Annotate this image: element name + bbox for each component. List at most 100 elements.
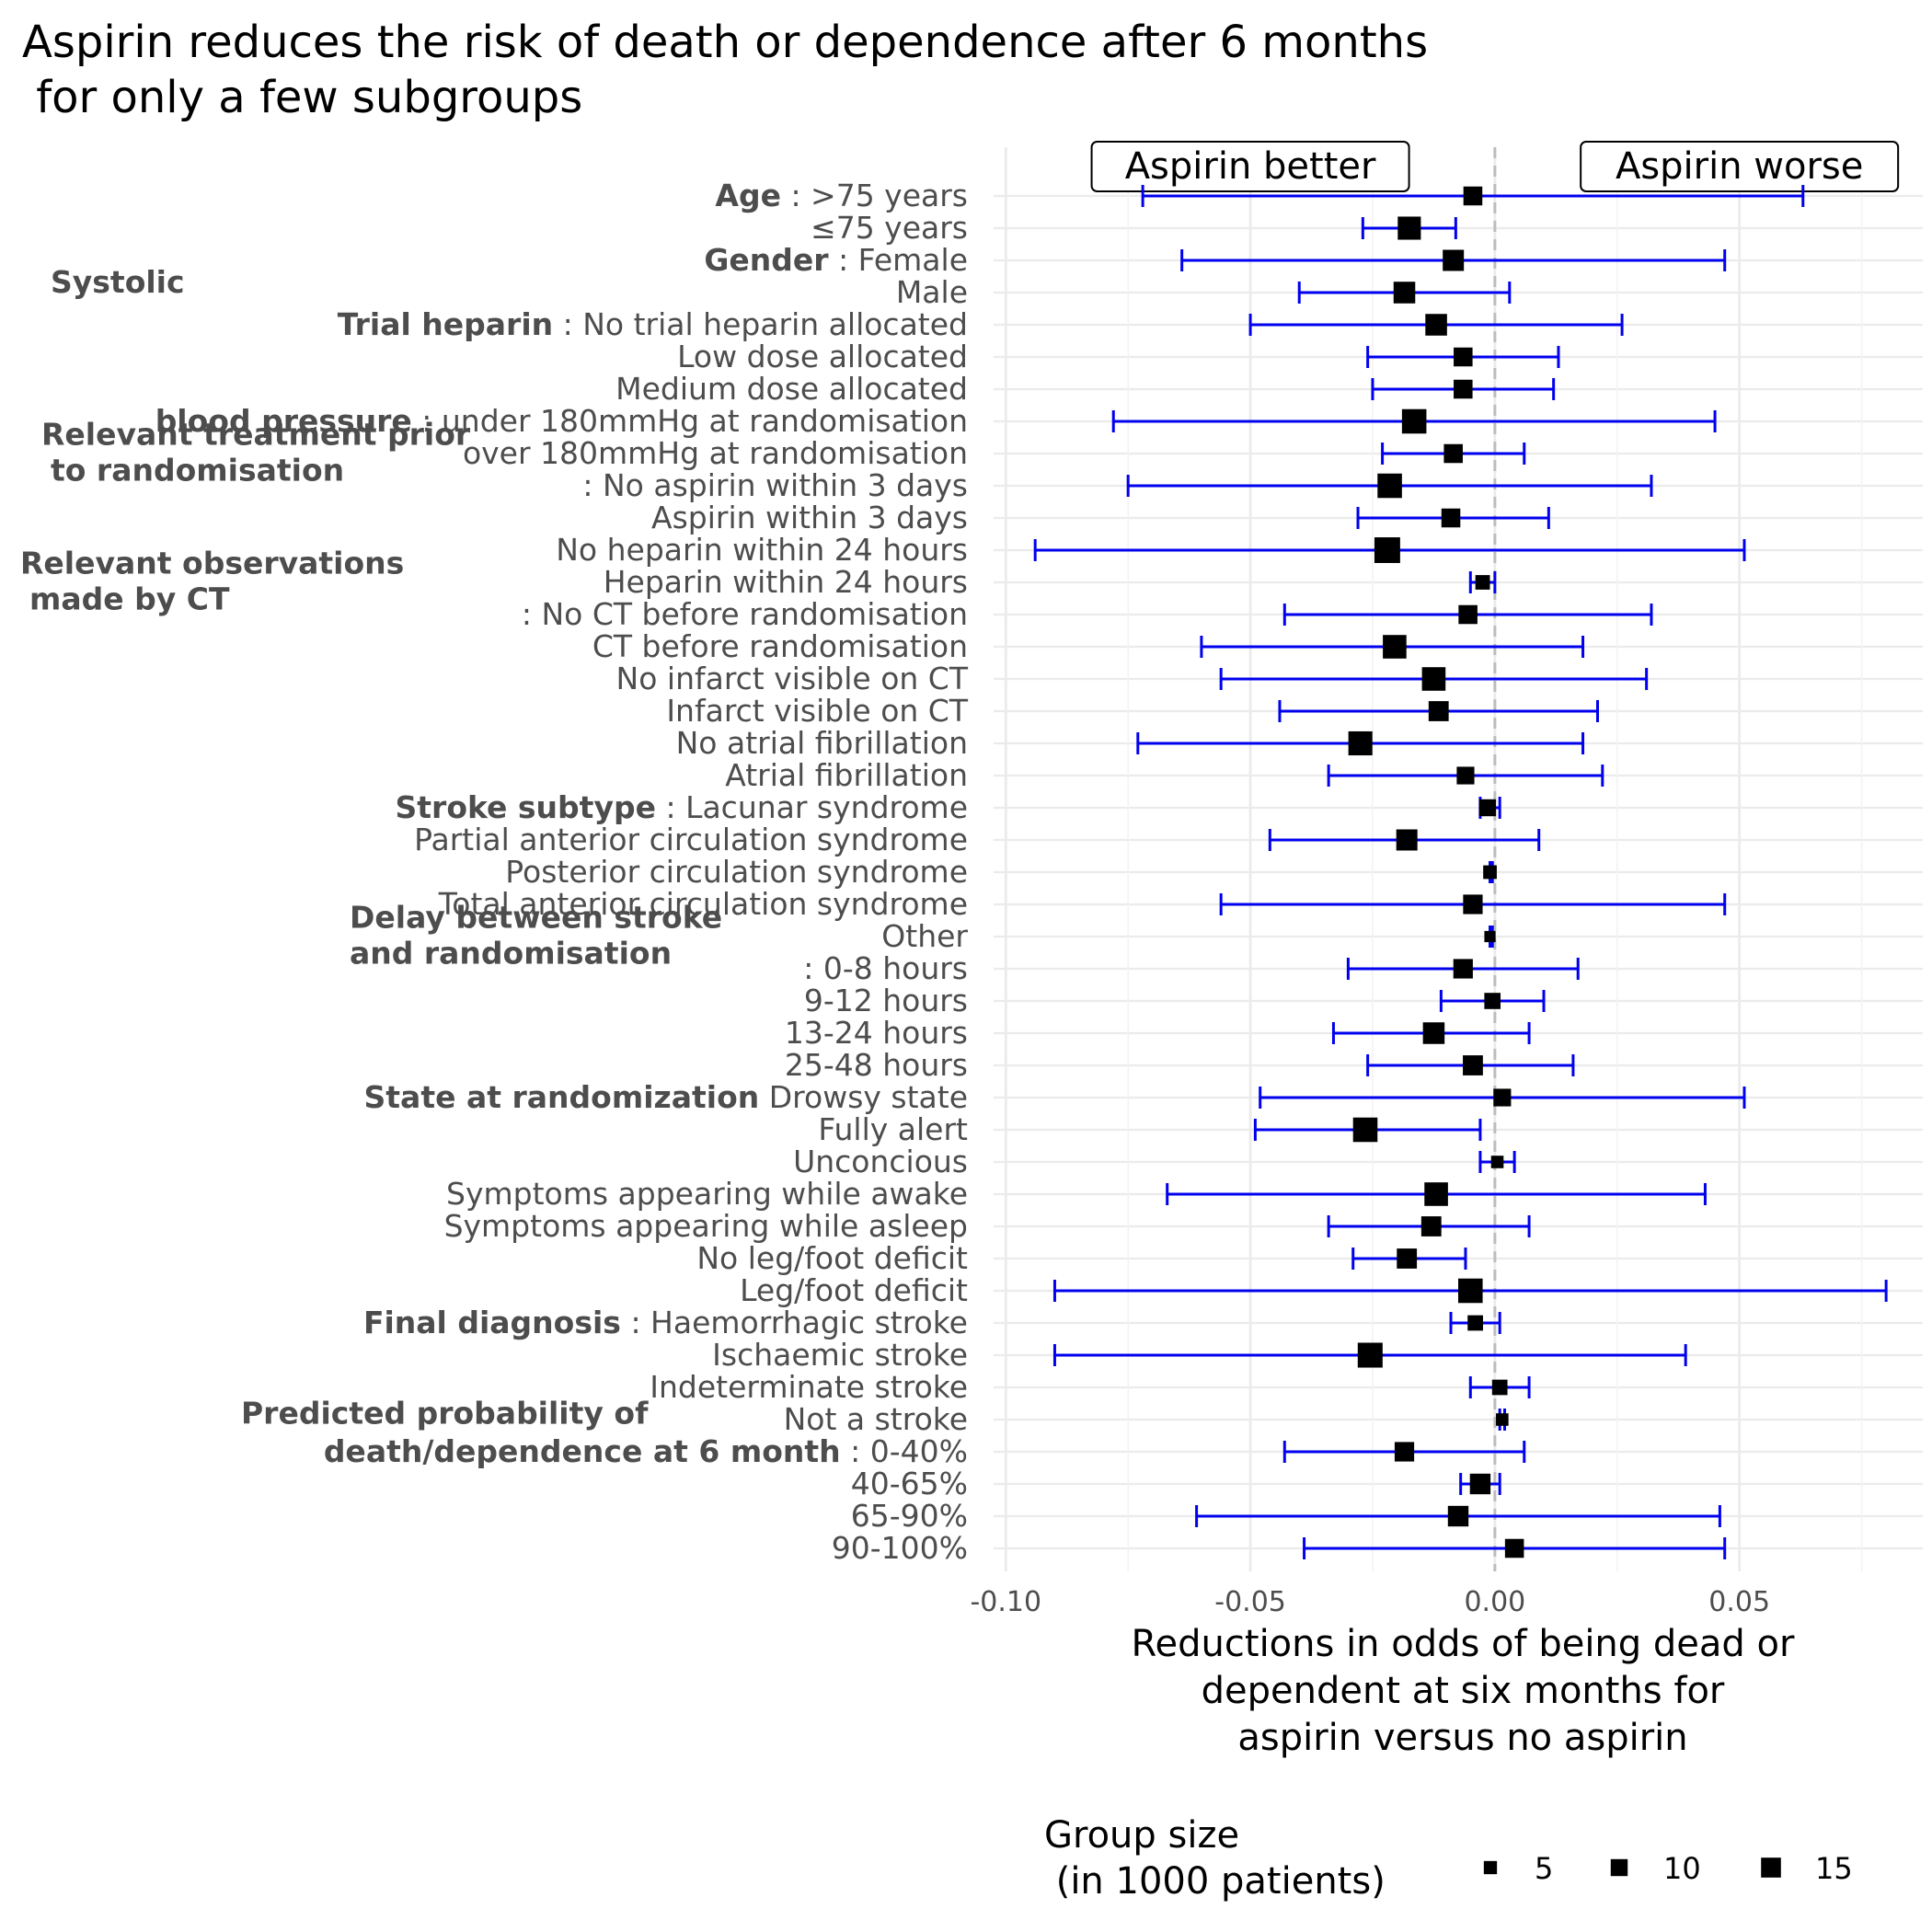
point-estimate [1454, 347, 1473, 367]
point-estimate [1428, 701, 1449, 721]
row-label: No heparin within 24 hours [556, 532, 968, 568]
legend-key [1610, 1858, 1628, 1877]
point-estimate [1463, 1055, 1483, 1075]
row-label-group: Gender [704, 242, 829, 278]
point-estimate [1394, 1442, 1415, 1462]
row-label-text: Ischaemic stroke [712, 1337, 968, 1373]
x-tick-label: 0.05 [1708, 1586, 1770, 1618]
x-axis-ticks: -0.10 -0.05 0.00 0.05 [970, 1586, 1770, 1618]
point-estimate [1393, 282, 1416, 304]
row-label-text: 65-90% [851, 1498, 968, 1534]
legend-label: 5 [1535, 1851, 1553, 1886]
group-header: and randomisation [350, 936, 672, 972]
row-label: over 180mmHg at randomisation [463, 435, 968, 471]
row-label: Symptoms appearing while asleep [444, 1208, 968, 1244]
row-label: Leg/foot deficit [740, 1272, 968, 1308]
x-tick-label: -0.10 [970, 1586, 1041, 1618]
row-label-text: Leg/foot deficit [740, 1272, 968, 1308]
row-label-text: Indeterminate stroke [650, 1369, 968, 1405]
row-label: : No aspirin within 3 days [582, 467, 968, 503]
point-estimate [1424, 1182, 1448, 1206]
row-label: Fully alert [818, 1111, 968, 1147]
chart-title: Aspirin reduces the risk of death or dep… [22, 17, 1428, 123]
point-estimate [1463, 894, 1483, 914]
point-estimate [1458, 604, 1478, 625]
point-estimate [1491, 1379, 1508, 1396]
direction-annotations: Aspirin better Aspirin worse [1090, 141, 1900, 192]
annotation-aspirin-worse: Aspirin worse [1616, 145, 1863, 188]
row-label: Stroke subtype : Lacunar syndrome [396, 789, 969, 825]
row-label-text: Aspirin within 3 days [651, 500, 968, 535]
group-header: to randomisation [51, 453, 344, 489]
row-label: 65-90% [851, 1498, 968, 1534]
x-axis-title-line-3: aspirin versus no aspirin [1237, 1717, 1687, 1759]
x-tick-label: 0.00 [1464, 1586, 1525, 1618]
row-label-text: 25-48 hours [785, 1047, 968, 1083]
row-label: Total anterior circulation syndrome [438, 886, 968, 922]
x-axis-title: Reductions in odds of being dead or depe… [1132, 1623, 1795, 1759]
point-estimate [1458, 1278, 1483, 1304]
point-estimate [1357, 1342, 1383, 1368]
legend: Group size (in 1000 patients) 5 10 15 [1044, 1814, 1853, 1903]
point-estimate [1383, 635, 1407, 659]
point-estimate [1463, 186, 1483, 206]
row-label-group: blood pressure [155, 403, 412, 439]
row-label-text: Drowsy state [759, 1079, 968, 1115]
row-label-group: Final diagnosis [363, 1305, 621, 1340]
row-label-text: Unconcious [793, 1144, 968, 1179]
row-label-text: : 0-8 hours [803, 950, 968, 986]
row-label-text: : No aspirin within 3 days [582, 467, 968, 503]
row-label: Ischaemic stroke [712, 1337, 968, 1373]
point-estimate [1422, 1022, 1445, 1044]
row-label-text: Atrial fibrillation [725, 757, 968, 793]
row-label-text: CT before randomisation [592, 628, 968, 664]
row-label-text: Other [881, 918, 968, 954]
row-label: 25-48 hours [785, 1047, 968, 1083]
point-estimate [1493, 1088, 1512, 1107]
row-label-text: Fully alert [818, 1111, 968, 1147]
row-label-text: Heparin within 24 hours [604, 564, 968, 600]
group-header: made by CT [29, 581, 230, 617]
point-estimate [1475, 575, 1490, 590]
row-label: Unconcious [793, 1144, 968, 1179]
point-estimate [1348, 730, 1373, 756]
row-label-text: Symptoms appearing while awake [446, 1176, 968, 1212]
point-estimate [1490, 1156, 1504, 1168]
x-axis-title-line-1: Reductions in odds of being dead or [1132, 1623, 1795, 1665]
legend-label: 10 [1663, 1851, 1701, 1886]
point-estimate [1374, 537, 1400, 563]
row-label-group: Stroke subtype [396, 789, 656, 825]
point-estimate [1467, 1315, 1483, 1331]
row-label: : No CT before randomisation [522, 596, 968, 632]
row-label: Infarct visible on CT [666, 693, 969, 729]
row-label: blood pressure : under 180mmHg at random… [155, 403, 968, 439]
point-estimate [1421, 667, 1446, 691]
row-label-text: 90-100% [832, 1530, 968, 1566]
row-label: Aspirin within 3 days [651, 500, 968, 535]
row-label-text: No leg/foot deficit [696, 1240, 968, 1276]
row-label-group: Trial heparin [338, 306, 553, 342]
row-label-text: No heparin within 24 hours [556, 532, 968, 568]
row-label: Heparin within 24 hours [604, 564, 968, 600]
row-label-group: death/dependence at 6 month [324, 1433, 841, 1469]
row-label-text: : Female [829, 242, 968, 278]
row-label-text: : No CT before randomisation [522, 596, 968, 632]
row-label: Indeterminate stroke [650, 1369, 968, 1405]
point-estimate [1420, 1216, 1442, 1236]
row-label-text: Medium dose allocated [615, 371, 968, 407]
row-label-text: Low dose allocated [677, 339, 968, 374]
row-label: Other [881, 918, 968, 954]
row-label: ≤75 years [811, 210, 968, 246]
row-label-text: Infarct visible on CT [666, 693, 969, 729]
point-estimate [1453, 959, 1473, 979]
row-label-text: No atrial fibrillation [676, 725, 968, 761]
row-label-text: : Lacunar syndrome [656, 789, 968, 825]
point-estimate [1425, 314, 1447, 336]
row-label-text: 9-12 hours [804, 983, 968, 1018]
group-header: Relevant observations [20, 546, 404, 581]
point-estimate [1352, 1117, 1378, 1143]
